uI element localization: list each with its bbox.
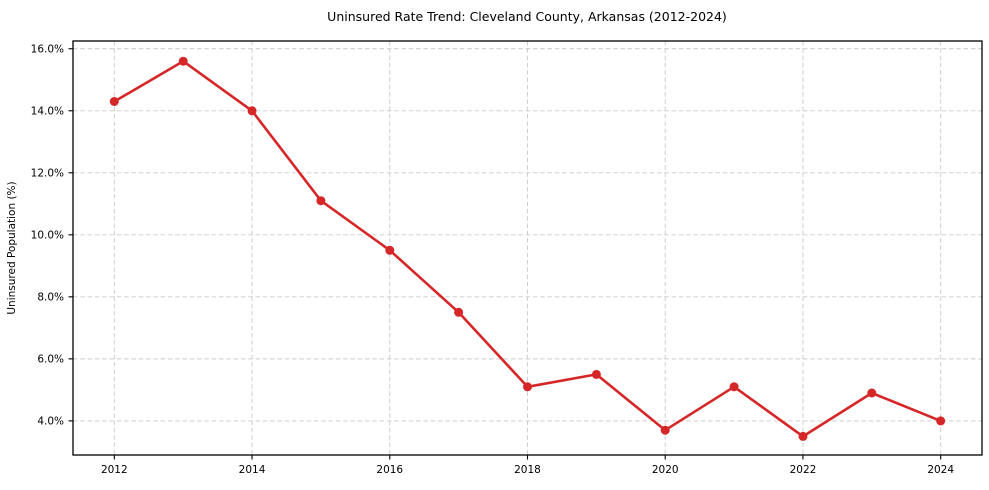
data-point-2019 xyxy=(591,369,601,379)
x-tick-label: 2018 xyxy=(514,464,541,476)
x-tick-label: 2012 xyxy=(101,464,128,476)
chart-title: Uninsured Rate Trend: Cleveland County, … xyxy=(327,9,727,24)
axes-layer: 2012 2014 2016 2018 2020 2022 2024 4.0% 6.0% 8.0%… xyxy=(31,40,983,476)
data-point-2012 xyxy=(109,97,119,106)
y-tick-label: 6.0% xyxy=(37,354,64,366)
data-point-2022 xyxy=(798,431,808,441)
x-tick-label: 2020 xyxy=(652,464,679,476)
data-point-2018 xyxy=(523,382,532,392)
data-point-2013 xyxy=(178,56,188,66)
series-layer xyxy=(109,56,946,441)
y-tick-label: 8.0% xyxy=(37,292,64,304)
y-tick-label: 16.0% xyxy=(31,43,64,55)
grid-layer xyxy=(73,41,982,455)
data-point-2023 xyxy=(867,388,877,398)
data-point-2014 xyxy=(247,106,257,116)
y-tick-label: 14.0% xyxy=(31,105,64,117)
x-tick-label: 2016 xyxy=(376,464,403,476)
y-tick-label: 4.0% xyxy=(37,416,64,428)
data-point-2015 xyxy=(316,196,326,206)
data-point-2024 xyxy=(936,416,946,426)
x-tick-label: 2022 xyxy=(790,464,817,476)
x-tick-label: 2014 xyxy=(239,464,266,476)
data-point-2017 xyxy=(454,307,464,317)
y-axis-label: Uninsured Population (%) xyxy=(6,181,18,314)
x-tick-label: 2024 xyxy=(927,464,954,476)
y-tick-label: 10.0% xyxy=(31,230,64,242)
y-tick-label: 12.0% xyxy=(31,167,64,179)
data-point-2016 xyxy=(385,245,395,255)
data-point-2021 xyxy=(729,382,739,392)
data-point-2020 xyxy=(660,425,670,435)
